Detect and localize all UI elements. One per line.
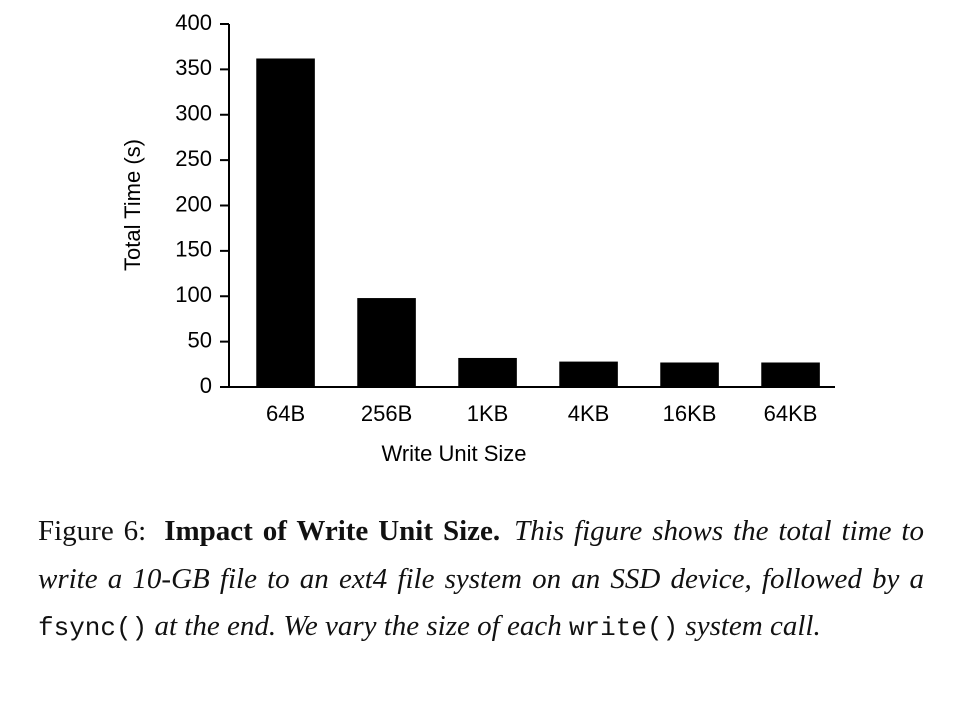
- x-tick-label: 64KB: [764, 401, 818, 426]
- caption-label: Figure 6:: [38, 515, 147, 547]
- bar: [357, 298, 416, 387]
- x-tick-label: 4KB: [568, 401, 610, 426]
- y-tick-label: 300: [175, 101, 212, 126]
- caption-code: fsync(): [38, 613, 148, 643]
- y-tick-label: 150: [175, 237, 212, 262]
- x-tick-label: 1KB: [467, 401, 509, 426]
- y-tick-label: 400: [175, 10, 212, 35]
- y-tick-label: 0: [200, 373, 212, 398]
- bar: [458, 357, 517, 387]
- caption-code: write(): [568, 613, 679, 643]
- y-tick-label: 200: [175, 191, 212, 216]
- chart: Write Unit Size Total Time (s) 0 50 100 150…: [120, 10, 835, 466]
- y-tick-label: 50: [188, 327, 212, 352]
- y-tick-label: 350: [175, 55, 212, 80]
- bar: [559, 361, 618, 387]
- caption: Figure 6: Impact of Write Unit Size. This …: [38, 508, 924, 653]
- bar: [761, 362, 820, 387]
- caption-text: system call.: [678, 610, 821, 642]
- x-tick-label: 256B: [361, 401, 412, 426]
- x-tick-label: 16KB: [663, 401, 717, 426]
- y-tick-label: 100: [175, 282, 212, 307]
- caption-text: at the end. We vary the size of each: [147, 610, 569, 642]
- caption-text: This figure shows the total time to writ…: [38, 515, 924, 595]
- bar: [256, 58, 315, 388]
- x-tick-label: 64B: [266, 401, 305, 426]
- caption-title: Impact of Write Unit Size.: [164, 515, 501, 547]
- x-axis-label: Write Unit Size: [381, 441, 526, 466]
- y-axis-label: Total Time (s): [120, 139, 145, 271]
- bar: [660, 362, 719, 387]
- y-tick-label: 250: [175, 146, 212, 171]
